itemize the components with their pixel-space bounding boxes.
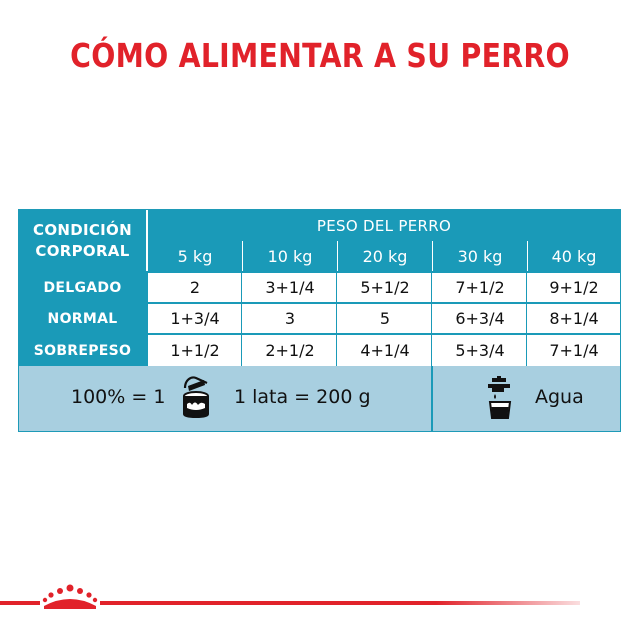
- table-cell: 1+3/4: [148, 304, 242, 333]
- table-cell: 2+1/2: [243, 335, 337, 366]
- row-label-delgado: DELGADO: [19, 273, 146, 302]
- brand-line-right: [100, 601, 580, 605]
- weight-col-30kg: 30 kg: [433, 241, 527, 271]
- table-cell: 9+1/2: [528, 273, 620, 302]
- table-cell: 3: [243, 304, 337, 333]
- table-cell: 4+1/4: [338, 335, 432, 366]
- page-title: CÓMO ALIMENTAR A SU PERRO: [70, 36, 570, 75]
- weight-col-5kg: 5 kg: [148, 241, 242, 271]
- table-cell: 7+1/2: [433, 273, 527, 302]
- table-cell: 1+1/2: [148, 335, 242, 366]
- row-label-normal: NORMAL: [19, 304, 146, 333]
- row-label-sobrepeso: SOBREPESO: [19, 335, 146, 366]
- condition-header-line1: CONDICIÓN: [33, 220, 132, 239]
- crown-logo: [42, 584, 98, 610]
- table-cell: 2: [148, 273, 242, 302]
- weight-col-20kg: 20 kg: [338, 241, 432, 271]
- water-tap-icon: [484, 376, 516, 420]
- table-cell: 8+1/4: [528, 304, 620, 333]
- table-cell: 7+1/4: [528, 335, 620, 366]
- can-text: 1 lata = 200 g: [234, 386, 371, 408]
- water-text: Agua: [535, 386, 584, 408]
- feeding-table: CONDICIÓN CORPORAL PESO DEL PERRO 5 kg 1…: [18, 209, 621, 432]
- weight-col-40kg: 40 kg: [528, 241, 620, 271]
- table-cell: 6+3/4: [433, 304, 527, 333]
- can-icon: [179, 374, 213, 422]
- ratio-text: 100% = 1: [71, 386, 166, 408]
- table-footer: 100% = 1 1 lata = 200 g Agua: [19, 366, 620, 431]
- weight-col-10kg: 10 kg: [243, 241, 337, 271]
- table-cell: 5+3/4: [433, 335, 527, 366]
- brand-line-left: [0, 601, 40, 605]
- table-cell: 5: [338, 304, 432, 333]
- condition-header: CONDICIÓN CORPORAL: [19, 210, 146, 271]
- weight-header: PESO DEL PERRO: [148, 210, 620, 241]
- condition-header-line2: CORPORAL: [35, 241, 130, 260]
- table-cell: 3+1/4: [243, 273, 337, 302]
- table-cell: 5+1/2: [338, 273, 432, 302]
